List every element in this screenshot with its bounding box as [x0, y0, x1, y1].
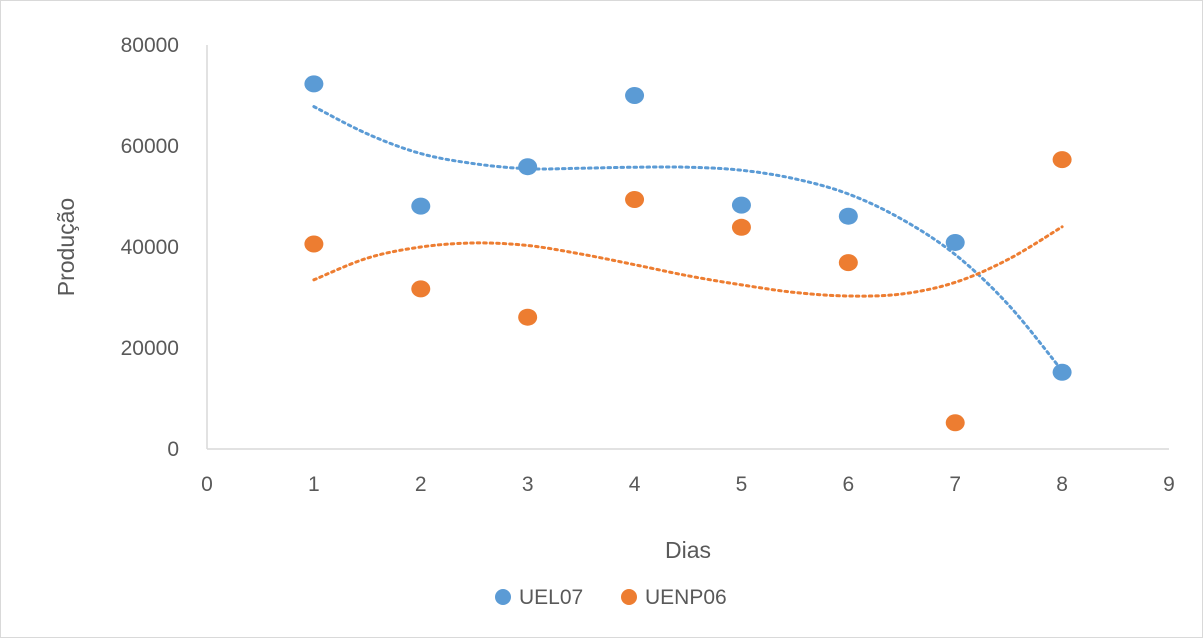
- x-tick-label: 7: [949, 473, 961, 496]
- y-axis-title: Produção: [53, 198, 79, 296]
- point-uenp06-8: [1052, 151, 1072, 169]
- trendline-uenp06: [312, 225, 1064, 298]
- point-uenp06-5: [731, 218, 751, 236]
- point-uel07-1: [304, 75, 324, 93]
- point-uel07-3: [518, 158, 538, 176]
- data-points: [304, 75, 1072, 432]
- point-uenp06-7: [945, 414, 965, 432]
- x-tick-label: 2: [415, 473, 427, 496]
- legend-marker-uel07: [495, 589, 511, 605]
- point-uenp06-6: [838, 254, 858, 272]
- x-tick-label: 9: [1163, 473, 1175, 496]
- x-tick-label: 4: [629, 473, 641, 496]
- point-uenp06-2: [411, 280, 431, 298]
- legend-label-uel07: UEL07: [519, 586, 583, 609]
- point-uenp06-1: [304, 235, 324, 253]
- legend-label-uenp06: UENP06: [645, 586, 727, 609]
- x-tick-label: 5: [736, 473, 748, 496]
- x-axis-title: Dias: [665, 537, 711, 563]
- x-tick-label: 8: [1056, 473, 1068, 496]
- y-tick-label: 80000: [121, 34, 179, 57]
- x-tick-label: 3: [522, 473, 534, 496]
- point-uel07-7: [945, 233, 965, 251]
- x-tick-label: 0: [201, 473, 213, 496]
- trendlines: [312, 105, 1064, 373]
- x-tick-label: 1: [308, 473, 320, 496]
- point-uel07-6: [838, 207, 858, 225]
- y-tick-label: 40000: [121, 236, 179, 259]
- point-uel07-2: [411, 197, 431, 215]
- legend: UEL07 UENP06: [495, 586, 727, 609]
- tick-labels: 0 20000 40000 60000 80000 0 1 2 3 4 5 6 7 8 9: [121, 34, 1175, 496]
- point-uenp06-4: [625, 191, 645, 209]
- y-tick-label: 0: [167, 438, 179, 461]
- legend-marker-uenp06: [621, 589, 637, 605]
- point-uel07-8: [1052, 363, 1072, 381]
- point-uel07-5: [731, 196, 751, 214]
- point-uenp06-3: [518, 308, 538, 326]
- trendline-uel07: [312, 105, 1064, 373]
- y-tick-label: 20000: [121, 337, 179, 360]
- point-uel07-4: [625, 87, 645, 104]
- x-tick-label: 6: [842, 473, 854, 496]
- y-tick-label: 60000: [121, 135, 179, 158]
- axes: [206, 45, 1169, 450]
